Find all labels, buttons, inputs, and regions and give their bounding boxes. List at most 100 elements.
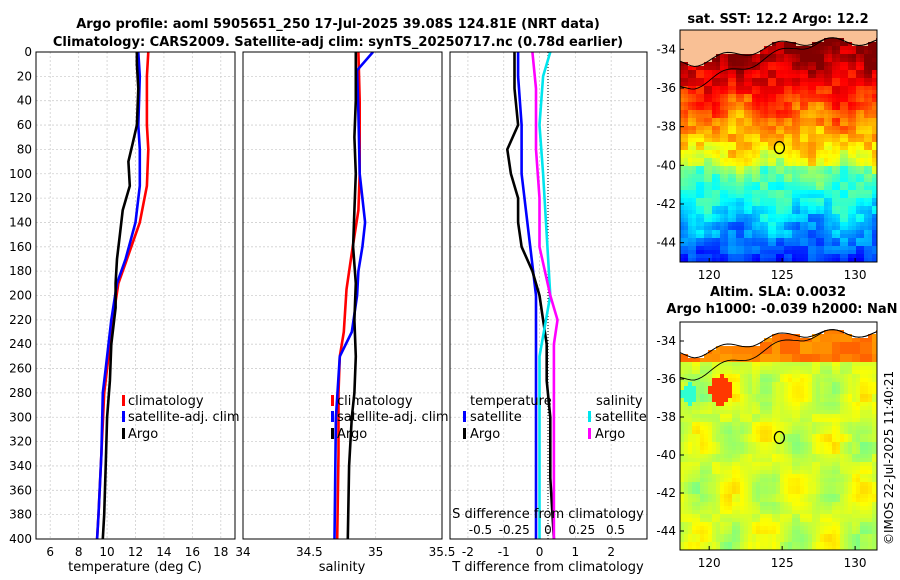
map-cell	[808, 198, 813, 203]
map-cell	[736, 422, 741, 427]
map-cell	[692, 38, 697, 43]
map-cell	[720, 154, 725, 159]
map-cell	[760, 202, 765, 207]
map-cell	[720, 118, 725, 123]
map-cell	[680, 366, 685, 371]
map-cell	[696, 118, 701, 123]
map-cell	[712, 434, 717, 439]
map-cell	[744, 118, 749, 123]
map-cell	[788, 250, 793, 255]
map-cell	[828, 186, 833, 191]
map-cell	[740, 114, 745, 119]
map-cell	[780, 442, 785, 447]
map-cell	[708, 126, 713, 131]
map-cell	[752, 386, 757, 391]
map-cell	[688, 418, 693, 423]
map-cell	[856, 82, 861, 87]
map-cell	[708, 422, 713, 427]
map-cell	[724, 34, 729, 39]
map-cell	[696, 102, 701, 107]
map-cell	[712, 30, 717, 35]
map-cell	[716, 58, 721, 63]
map-cell	[696, 98, 701, 103]
map-cell	[840, 158, 845, 163]
map-cell	[848, 430, 853, 435]
map-cell	[864, 98, 869, 103]
map-cell	[796, 194, 801, 199]
map-cell	[748, 78, 753, 83]
map-cell	[844, 86, 849, 91]
map-cell	[860, 46, 865, 51]
map-cell	[856, 70, 861, 75]
map-cell	[840, 190, 845, 195]
map-cell	[708, 330, 713, 335]
map-cell	[760, 110, 765, 115]
map-cell	[692, 350, 697, 355]
map-cell	[824, 178, 829, 183]
map-cell	[852, 178, 857, 183]
map-cell	[696, 78, 701, 83]
map-cell	[848, 202, 853, 207]
x-tick-label: 34.5	[296, 545, 323, 559]
map-cell	[764, 402, 769, 407]
map-cell	[760, 62, 765, 67]
map-cell	[728, 62, 733, 67]
map-cell	[768, 358, 773, 363]
map-cell	[812, 414, 817, 419]
map-cell	[740, 154, 745, 159]
map-cell	[704, 214, 709, 219]
map-cell	[724, 58, 729, 63]
map-cell	[708, 46, 713, 51]
map-cell	[840, 194, 845, 199]
map-cell	[800, 138, 805, 143]
map-cell	[832, 358, 837, 363]
map-cell	[712, 198, 717, 203]
map-cell	[784, 354, 789, 359]
map-cell	[836, 86, 841, 91]
map-cell	[700, 126, 705, 131]
map-cell	[780, 62, 785, 67]
map-cell	[804, 438, 809, 443]
map-cell	[824, 42, 829, 47]
map-cell	[772, 162, 777, 167]
map-cell	[820, 142, 825, 147]
map-cell	[784, 426, 789, 431]
map-cell	[752, 174, 757, 179]
map-cell	[800, 402, 805, 407]
map-cell	[780, 130, 785, 135]
map-cell	[744, 378, 749, 383]
map-cell	[852, 138, 857, 143]
map-cell	[736, 234, 741, 239]
map-cell	[712, 70, 717, 75]
map-cell	[752, 350, 757, 355]
map-cell	[712, 114, 717, 119]
map-cell	[788, 426, 793, 431]
map-cell	[776, 370, 781, 375]
s-diff-tick-label: -0.25	[499, 523, 530, 537]
map-cell	[852, 454, 857, 459]
map-cell	[872, 126, 877, 131]
map-cell	[696, 386, 701, 391]
map-cell	[772, 166, 777, 171]
map-cell	[864, 346, 869, 351]
map-cell	[764, 322, 769, 327]
map-cell	[784, 434, 789, 439]
map-cell	[696, 82, 701, 87]
map-cell	[864, 182, 869, 187]
map-cell	[864, 54, 869, 59]
map-cell	[788, 450, 793, 455]
map-cell	[716, 458, 721, 463]
map-cell	[836, 186, 841, 191]
map-cell	[860, 374, 865, 379]
map-cell	[748, 98, 753, 103]
map-cell	[804, 334, 809, 339]
map-cell	[808, 226, 813, 231]
map-cell	[852, 386, 857, 391]
map-cell	[740, 386, 745, 391]
map-cell	[772, 242, 777, 247]
map-cell	[720, 462, 725, 467]
map-cell	[704, 330, 709, 335]
s-difference-label: S difference from climatology	[452, 507, 644, 522]
map-cell	[768, 354, 773, 359]
map-cell	[852, 438, 857, 443]
